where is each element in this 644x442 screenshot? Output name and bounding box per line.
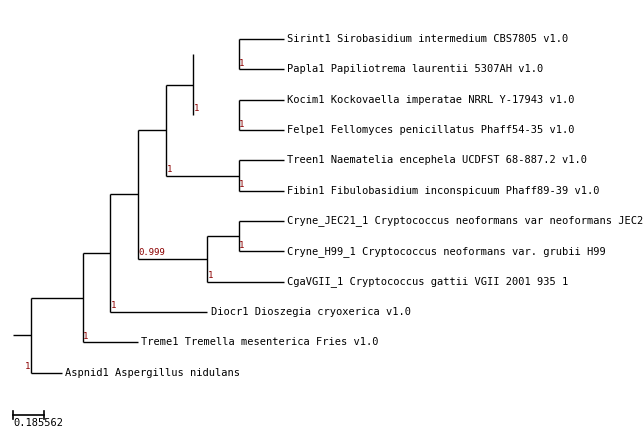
Text: 1: 1 [83,332,89,341]
Text: 1: 1 [239,241,245,250]
Text: 1: 1 [25,362,31,371]
Text: Kocim1 Kockovaella imperatae NRRL Y-17943 v1.0: Kocim1 Kockovaella imperatae NRRL Y-1794… [287,95,574,105]
Text: Treen1 Naematelia encephela UCDFST 68-887.2 v1.0: Treen1 Naematelia encephela UCDFST 68-88… [287,156,587,165]
Text: Fibin1 Fibulobasidium inconspicuum Phaff89-39 v1.0: Fibin1 Fibulobasidium inconspicuum Phaff… [287,186,600,196]
Text: 1: 1 [239,119,245,129]
Text: 1: 1 [166,165,172,174]
Text: Diocr1 Dioszegia cryoxerica v1.0: Diocr1 Dioszegia cryoxerica v1.0 [211,307,411,317]
Text: Felpe1 Fellomyces penicillatus Phaff54-35 v1.0: Felpe1 Fellomyces penicillatus Phaff54-3… [287,125,574,135]
Text: Aspnid1 Aspergillus nidulans: Aspnid1 Aspergillus nidulans [65,368,240,377]
Text: 0.185562: 0.185562 [13,418,63,427]
Text: Cryne_JEC21_1 Cryptococcus neoformans var neoformans JEC21: Cryne_JEC21_1 Cryptococcus neoformans va… [287,216,644,226]
Text: 0.999: 0.999 [138,248,166,257]
Text: Cryne_H99_1 Cryptococcus neoformans var. grubii H99: Cryne_H99_1 Cryptococcus neoformans var.… [287,246,606,257]
Text: 1: 1 [111,301,117,310]
Text: 1: 1 [208,271,213,280]
Text: CgaVGII_1 Cryptococcus gattii VGII 2001 935 1: CgaVGII_1 Cryptococcus gattii VGII 2001 … [287,276,569,287]
Text: 1: 1 [194,104,200,114]
Text: Treme1 Tremella mesenterica Fries v1.0: Treme1 Tremella mesenterica Fries v1.0 [142,337,379,347]
Text: Papla1 Papiliotrema laurentii 5307AH v1.0: Papla1 Papiliotrema laurentii 5307AH v1.… [287,65,544,74]
Text: 1: 1 [239,59,245,68]
Text: 1: 1 [239,180,245,189]
Text: Sirint1 Sirobasidium intermedium CBS7805 v1.0: Sirint1 Sirobasidium intermedium CBS7805… [287,34,569,44]
